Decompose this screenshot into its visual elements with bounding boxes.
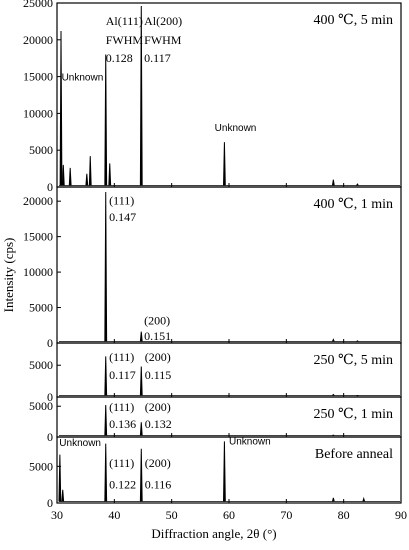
peak: [139, 448, 143, 502]
peak: [332, 393, 335, 396]
x-axis-label: Diffraction angle, 2θ (°): [151, 526, 276, 541]
annotation: (111): [109, 456, 134, 470]
x-tick-label: 40: [108, 508, 120, 522]
annotation: Unknown: [62, 72, 104, 83]
x-axis: 30 40 50 60 70 80 90: [51, 508, 407, 522]
y-tick-label: 10000: [23, 265, 53, 279]
panel-title: 400 ℃, 1 min: [314, 197, 393, 212]
annotation: 0.117: [109, 368, 136, 382]
annotation: (111): [109, 350, 134, 364]
y-tick-label: 5000: [29, 358, 53, 372]
x-tick-label: 30: [51, 508, 63, 522]
x-tick-label: 50: [166, 508, 178, 522]
y-tick-label: 5000: [29, 143, 53, 157]
peak: [356, 183, 359, 186]
annotation: (200): [145, 350, 171, 364]
y-tick-label: 0: [47, 430, 53, 444]
annotation: (200): [145, 400, 171, 414]
peak: [61, 489, 65, 502]
annotation: 0.117: [144, 51, 171, 65]
y-tick-label: 15000: [23, 230, 53, 244]
peak: [68, 167, 72, 186]
y-tick-label: 0: [47, 496, 53, 510]
peak: [104, 443, 108, 502]
peak: [331, 179, 335, 186]
peak: [139, 422, 143, 436]
annotation: 0.147: [109, 210, 136, 224]
y-tick-label: 20000: [23, 194, 53, 208]
panel-title: 250 ℃, 5 min: [314, 353, 393, 368]
chart-panels: 0500010000150002000025000Al(111)FWHM0.12…: [23, 0, 402, 510]
peak: [61, 164, 65, 186]
annotation: 0.151: [144, 329, 171, 343]
x-tick-label: 60: [223, 508, 235, 522]
y-axis-label: Intensity (cps): [1, 238, 16, 313]
annotation: Al(111): [106, 14, 143, 28]
peak: [59, 30, 63, 186]
y-tick-label: 25000: [23, 0, 53, 10]
peak: [223, 142, 226, 186]
annotation: Unknown: [229, 436, 271, 447]
panel-title: 250 ℃, 1 min: [314, 407, 393, 422]
panel-frame: [56, 2, 402, 188]
peak: [88, 156, 92, 186]
annotation: 0.116: [145, 477, 172, 491]
peak: [139, 331, 143, 342]
peak: [331, 338, 335, 342]
peak: [356, 340, 359, 342]
annotation: 0.128: [106, 51, 133, 65]
annotation: (111): [109, 194, 134, 208]
annotation: 0.136: [109, 417, 136, 431]
panel-4: 0 5000 (111) 0.136 (200) 0.132 250 ℃, 1 min: [29, 396, 402, 444]
annotation: Unknown: [59, 438, 101, 449]
panel-3: 0 5000 (111) 0.117 (200) 0.115 250 ℃, 5 min: [29, 342, 402, 404]
panel-1: 0500010000150002000025000Al(111)FWHM0.12…: [23, 0, 402, 194]
y-tick-label: 0: [47, 180, 53, 194]
x-tick-label: 70: [280, 508, 292, 522]
panel-title: 400 ℃, 5 min: [314, 13, 393, 28]
annotation: Al(200): [144, 14, 182, 28]
y-tick-label: 0: [47, 390, 53, 404]
annotation: FWHM: [144, 33, 182, 47]
panel-title: Before anneal: [315, 447, 393, 462]
annotation: 0.132: [145, 417, 172, 431]
peak: [331, 497, 335, 502]
peak: [58, 454, 62, 502]
peak: [139, 5, 143, 186]
peak: [362, 496, 366, 502]
annotation: 0.122: [109, 477, 136, 491]
y-tick-label: 10000: [23, 106, 53, 120]
peak: [85, 173, 89, 186]
y-tick-label: 15000: [23, 70, 53, 84]
annotation: (200): [144, 314, 170, 328]
peak: [108, 163, 112, 186]
peak: [104, 54, 108, 186]
x-tick-label: 90: [395, 508, 407, 522]
panel-2: 0 5000 10000 15000 20000 (111) 0.147 (200)0.151…: [23, 186, 402, 350]
peak: [104, 356, 108, 396]
y-tick-label: 5000: [29, 301, 53, 315]
annotation: 0.115: [145, 368, 172, 382]
peak: [104, 191, 108, 342]
peak: [139, 366, 143, 396]
y-tick-label: 5000: [29, 399, 53, 413]
x-tick-label: 80: [338, 508, 350, 522]
y-tick-label: 5000: [29, 459, 53, 473]
panel-5: 0 5000 Unknown Unknown (111) 0.122 (200) 0.116 B…: [29, 436, 402, 510]
y-tick-label: 0: [47, 336, 53, 350]
peak: [104, 404, 108, 436]
annotation: (111): [109, 400, 134, 414]
annotation: (200): [145, 456, 171, 470]
peak: [223, 441, 226, 502]
annotation: FWHM: [106, 33, 144, 47]
y-tick-label: 20000: [23, 33, 53, 47]
annotation: Unknown: [215, 123, 257, 134]
